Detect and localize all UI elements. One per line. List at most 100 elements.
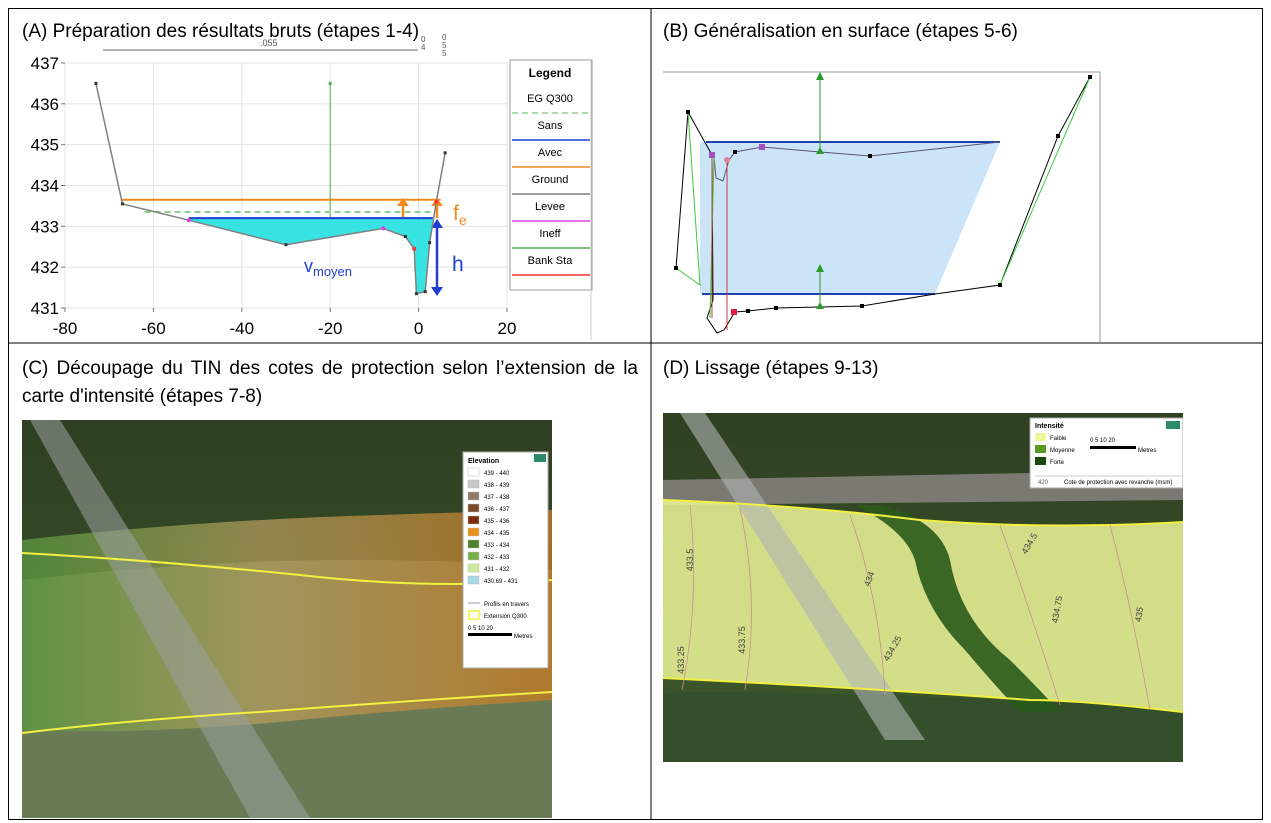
y-tick-label: 433 — [31, 217, 59, 236]
surface — [700, 142, 1000, 294]
vertex — [733, 150, 737, 154]
legend-swatch — [468, 480, 479, 488]
vertex — [868, 154, 872, 158]
legend-swatch — [1035, 457, 1046, 465]
legend-label: 438 - 439 — [484, 483, 510, 489]
levee-point — [709, 152, 715, 158]
diagram-b — [663, 72, 1100, 343]
legend-swatch — [468, 564, 479, 572]
bank-point — [434, 200, 438, 204]
vertex — [1056, 134, 1060, 138]
contour-label: 433.25 — [676, 646, 686, 674]
ground-point — [121, 202, 124, 205]
contour-label: 433.75 — [737, 626, 747, 654]
legend-swatch — [468, 516, 479, 524]
bank-point — [731, 309, 737, 315]
legend-label: 433 - 434 — [484, 543, 510, 549]
x-tick-label: -40 — [230, 319, 255, 338]
legend-label: 439 - 440 — [484, 471, 510, 477]
vertex — [860, 304, 864, 308]
scale-unit: Metres — [514, 634, 532, 640]
legend-swatch — [468, 468, 479, 476]
ground-point — [94, 82, 97, 85]
legend-swatch — [468, 492, 479, 500]
scale-bar — [1090, 446, 1136, 449]
legend-label: 435 - 436 — [484, 519, 510, 525]
v: v — [304, 256, 313, 276]
legend-label: 437 - 438 — [484, 495, 510, 501]
v-sub: moyen — [313, 264, 352, 279]
legend-label: Faible — [1050, 436, 1067, 442]
vertex — [746, 309, 750, 313]
legend-label: Sans — [537, 120, 563, 132]
legend-label: Forte — [1050, 460, 1065, 466]
link — [676, 112, 700, 285]
legend-label: Ineff — [539, 228, 561, 240]
y-tick-label: 434 — [31, 177, 59, 196]
y-tick-label: 431 — [31, 299, 59, 318]
levee-point — [381, 226, 385, 230]
station: 4 — [421, 43, 426, 52]
figure: Legend .055 0 4 0 5 5 fe h vmoyen -80-60… — [0, 0, 1271, 823]
arrow-head — [816, 72, 824, 80]
legend-label: 436 - 437 — [484, 507, 510, 513]
vertex — [674, 266, 678, 270]
legend-label: Levee — [535, 201, 565, 213]
sample-label: 420 — [1038, 480, 1049, 486]
bank-point — [412, 247, 416, 251]
legend-label: Ground — [532, 174, 569, 186]
levee-point — [187, 218, 191, 222]
legend-label: Avec — [538, 147, 563, 159]
levee-point — [759, 144, 765, 150]
legend-swatch — [1035, 445, 1046, 453]
station: 5 — [442, 49, 447, 58]
legend-label: Extension Q300 — [484, 614, 527, 620]
y-tick-label: 435 — [31, 136, 59, 155]
legend-label: Profils en travers — [484, 602, 529, 608]
vertex — [998, 283, 1002, 287]
vertex — [686, 110, 690, 114]
legend-swatch — [1035, 433, 1046, 441]
scale-label: 0 5 10 20 — [468, 626, 494, 632]
vertex — [1088, 75, 1092, 79]
contour-label: 433.5 — [685, 549, 695, 572]
legend-swatch — [468, 552, 479, 560]
chart-a: Legend .055 0 4 0 5 5 fe h vmoyen -80-60… — [31, 33, 592, 340]
y-tick-label: 432 — [31, 258, 59, 277]
ground-point — [415, 292, 418, 295]
page: (A) Préparation des résultats bruts (éta… — [0, 0, 1271, 823]
legend-swatch — [468, 576, 479, 584]
scale-unit: Metres — [1138, 448, 1156, 454]
legend-title: Intensité — [1035, 423, 1064, 430]
legend-label: 430.69 - 431 — [484, 579, 518, 585]
legend-swatch — [468, 504, 479, 512]
legend-swatch — [468, 540, 479, 548]
legend-label: 432 - 433 — [484, 555, 510, 561]
legend-label: EG Q300 — [527, 93, 573, 105]
x-tick-label: -60 — [141, 319, 166, 338]
scale-label: 0 5 10 20 — [1090, 438, 1116, 444]
ground-point — [404, 235, 407, 238]
y-tick-label: 436 — [31, 95, 59, 114]
link — [1000, 77, 1090, 285]
legend-label: 434 - 435 — [484, 531, 510, 537]
legend-swatch — [468, 528, 479, 536]
x-tick-label: -20 — [318, 319, 343, 338]
legend-title: Elevation — [468, 458, 499, 465]
ground-point — [428, 241, 431, 244]
ground-point — [285, 243, 288, 246]
x-tick-label: -80 — [53, 319, 78, 338]
y-tick-label: 437 — [31, 54, 59, 73]
scale-bar — [468, 633, 512, 636]
ground-point — [424, 290, 427, 293]
roughness: .055 — [260, 38, 278, 48]
legend-label: Bank Sta — [528, 255, 574, 267]
vertex — [774, 306, 778, 310]
legend-label: 431 - 432 — [484, 567, 510, 573]
legend-label: Cote de protection avec revanche (msm) — [1064, 480, 1172, 486]
ineff-marker — [329, 82, 332, 85]
fe-e: e — [459, 212, 467, 228]
x-tick-label: 20 — [498, 319, 517, 338]
bank-point — [724, 157, 730, 163]
legend-label: Moyenne — [1050, 448, 1075, 454]
